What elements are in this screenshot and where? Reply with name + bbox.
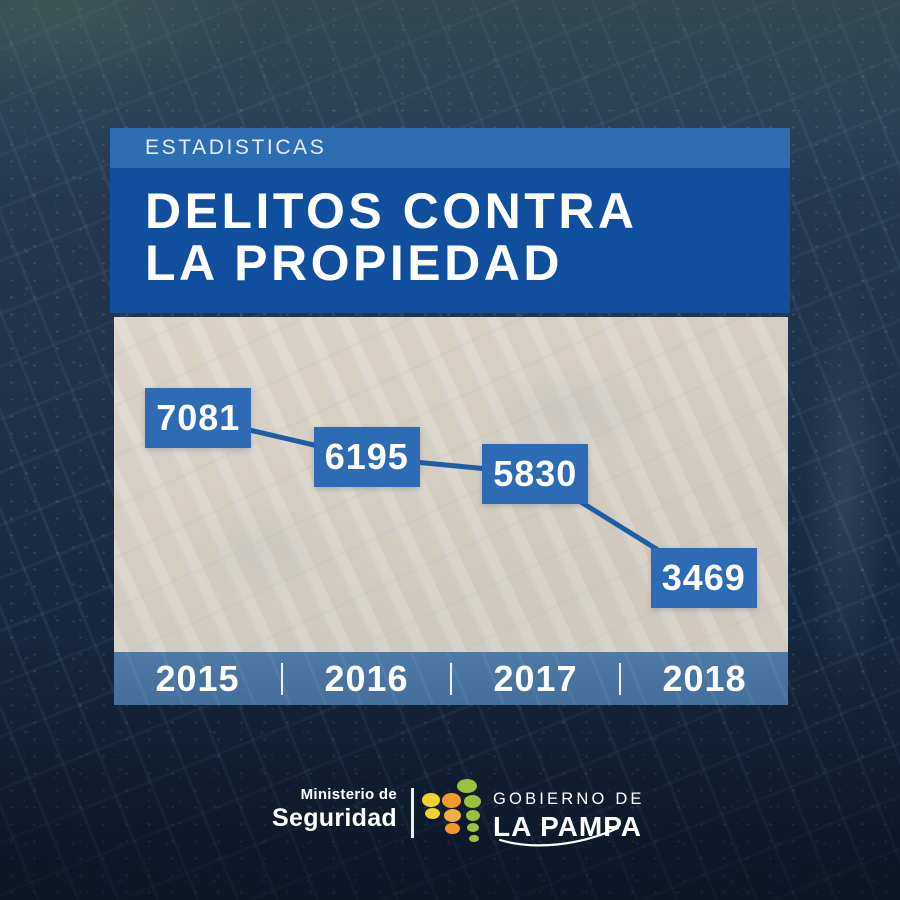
axis-divider: [281, 662, 283, 695]
x-axis-band: 2015 2016 2017 2018: [114, 652, 788, 705]
x-tick-2017: 2017: [493, 657, 578, 699]
x-tick-2016: 2016: [324, 657, 409, 699]
page-title-line2: LA PROPIEDAD: [145, 235, 563, 291]
title-band: DELITOS CONTRA LA PROPIEDAD: [110, 168, 790, 313]
trend-line: [197, 415, 706, 581]
data-point-label: 6195: [313, 427, 420, 488]
data-point-label: 5830: [482, 443, 589, 504]
data-point-label: 7081: [145, 388, 252, 448]
axis-divider: [619, 662, 621, 695]
kicker-label: ESTADISTICAS: [145, 136, 327, 159]
x-tick-2018: 2018: [662, 657, 747, 699]
line-chart: [197, 415, 706, 581]
x-tick-2015: 2015: [155, 657, 240, 699]
axis-divider: [450, 662, 452, 695]
chart-panel: 7081 6195 5830 3469: [114, 317, 788, 652]
kicker-band: ESTADISTICAS: [110, 128, 790, 168]
page-title-line1: DELITOS CONTRA: [145, 183, 638, 239]
data-point-label: 3469: [650, 548, 757, 609]
